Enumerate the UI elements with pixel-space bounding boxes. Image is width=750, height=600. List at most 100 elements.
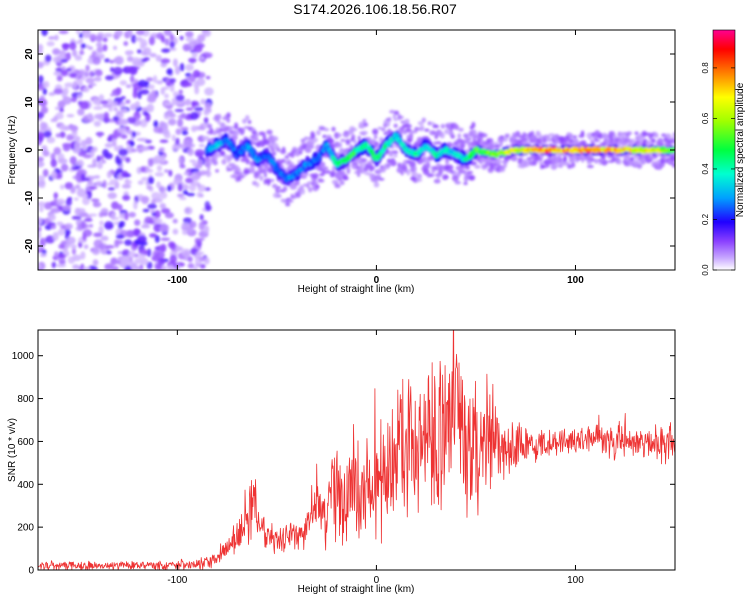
noise-cell — [169, 47, 177, 51]
noise-cell — [180, 113, 187, 118]
noise-cell — [75, 30, 81, 35]
halo-cell — [468, 174, 476, 181]
noise-cell — [151, 212, 157, 217]
halo-cell — [387, 163, 391, 167]
noise-cell — [138, 249, 149, 255]
noise-cell — [184, 206, 193, 215]
noise-cell — [204, 155, 211, 163]
halo-cell — [207, 123, 212, 130]
noise-cell — [107, 137, 113, 142]
halo-cell — [300, 138, 306, 143]
halo-cell — [393, 110, 400, 116]
noise-cell — [103, 221, 114, 230]
noise-cell — [145, 77, 154, 82]
noise-cell — [197, 34, 206, 43]
halo-cell — [424, 128, 430, 132]
halo-cell — [206, 164, 211, 171]
halo-cell — [367, 160, 372, 166]
noise-cell — [180, 126, 189, 131]
colorbar-tick-label: 0.2 — [701, 213, 710, 225]
halo-cell — [360, 162, 367, 167]
halo-cell — [415, 178, 423, 182]
noise-cell — [103, 111, 110, 120]
halo-cell — [378, 177, 385, 181]
noise-cell — [42, 87, 48, 96]
noise-cell — [42, 169, 49, 177]
noise-cell — [175, 94, 185, 102]
noise-cell — [182, 189, 189, 195]
colorbar-tick-label: 0.6 — [701, 112, 710, 124]
halo-cell — [457, 133, 462, 139]
y-tick-label: 0 — [24, 147, 35, 153]
noise-cell — [93, 106, 103, 110]
noise-cell — [72, 254, 82, 262]
spectrogram-y-label: Frequency (Hz) — [7, 116, 18, 185]
halo-cell — [440, 123, 446, 129]
halo-cell — [466, 170, 474, 174]
halo-cell — [463, 133, 469, 138]
noise-cell — [38, 230, 42, 240]
noise-cell — [93, 76, 102, 82]
noise-cell — [189, 111, 199, 120]
halo-cell — [672, 162, 675, 168]
noise-cell — [113, 107, 119, 112]
noise-cell — [117, 127, 127, 134]
halo-cell — [427, 162, 431, 169]
noise-cell — [82, 177, 91, 182]
noise-cell — [123, 41, 129, 47]
halo-cell — [362, 130, 368, 135]
noise-cell — [85, 77, 95, 84]
spectrogram-x-label: Height of straight line (km) — [298, 284, 415, 295]
noise-cell — [203, 225, 210, 234]
noise-cell — [120, 96, 126, 100]
noise-cell — [134, 258, 143, 265]
noise-cell — [166, 185, 172, 192]
noise-cell — [183, 172, 189, 176]
noise-cell — [140, 51, 148, 56]
halo-cell — [263, 171, 268, 178]
noise-cell — [87, 112, 93, 120]
halo-cell — [433, 178, 441, 184]
halo-cell — [326, 134, 332, 138]
noise-cell — [179, 35, 184, 41]
noise-cell — [104, 142, 113, 148]
halo-cell — [306, 182, 310, 189]
noise-cell — [70, 244, 77, 250]
halo-cell — [553, 155, 557, 160]
halo-cell — [438, 169, 444, 175]
noise-cell — [154, 235, 160, 243]
noise-cell — [141, 195, 149, 205]
halo-cell — [497, 159, 502, 164]
halo-cell — [504, 133, 511, 137]
halo-cell — [371, 173, 376, 180]
halo-cell — [630, 138, 636, 143]
noise-cell — [54, 106, 61, 111]
noise-cell — [38, 226, 42, 232]
noise-cell — [142, 208, 150, 213]
y-tick-label: 200 — [17, 523, 34, 534]
noise-cell — [102, 179, 107, 189]
noise-cell — [137, 149, 143, 154]
noise-cell — [48, 36, 56, 40]
halo-cell — [310, 131, 315, 137]
halo-cell — [406, 169, 411, 176]
noise-cell — [198, 143, 206, 148]
halo-cell — [312, 172, 319, 179]
x-tick-label: 100 — [567, 575, 584, 586]
noise-cell — [154, 246, 160, 250]
y-tick-label: -10 — [24, 190, 35, 205]
noise-cell — [115, 155, 121, 165]
noise-cell — [134, 100, 141, 108]
noise-cell — [52, 48, 61, 55]
noise-cell — [98, 243, 105, 250]
halo-cell — [353, 139, 357, 144]
noise-cell — [119, 80, 128, 86]
noise-cell — [185, 63, 194, 72]
noise-cell — [200, 98, 206, 105]
halo-cell — [294, 150, 300, 157]
halo-cell — [286, 199, 294, 203]
halo-cell — [212, 160, 218, 166]
halo-cell — [373, 182, 380, 188]
noise-cell — [198, 221, 205, 231]
noise-cell — [41, 30, 48, 37]
